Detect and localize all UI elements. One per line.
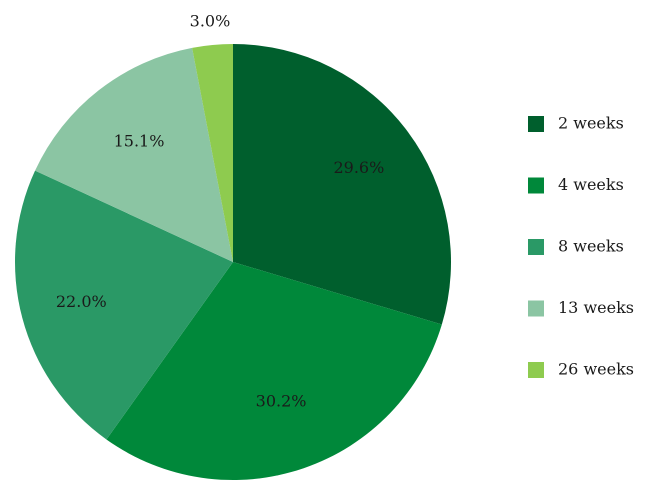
pie-slice-13-weeks: [35, 47, 233, 262]
pie-slices: [14, 44, 451, 480]
pie-slice-4-weeks: [106, 262, 442, 480]
legend: 2 weeks 4 weeks 8 weeks 13 weeks 26 weeks: [528, 114, 634, 379]
legend-swatch-26-weeks: [528, 362, 544, 378]
legend-label-2-weeks: 2 weeks: [558, 114, 624, 133]
legend-label-13-weeks: 13 weeks: [558, 298, 634, 317]
pie-slice-label-13-weeks: 15.1%: [114, 131, 165, 150]
legend-swatch-13-weeks: [528, 300, 544, 317]
pie-slice-8-weeks: [14, 170, 233, 440]
legend-swatch-2-weeks: [528, 116, 544, 132]
legend-label-26-weeks: 26 weeks: [558, 360, 634, 379]
pie-slice-label-8-weeks: 22.0%: [56, 292, 107, 311]
pie-slice-2-weeks: [233, 44, 451, 325]
pie-slice-label-26-weeks: 3.0%: [190, 12, 231, 31]
legend-swatch-8-weeks: [528, 239, 544, 255]
legend-label-4-weeks: 4 weeks: [558, 175, 624, 194]
legend-label-8-weeks: 8 weeks: [558, 237, 624, 256]
pie-slice-label-2-weeks: 29.6%: [333, 158, 384, 177]
pie-slice-26-weeks: [192, 44, 233, 262]
pie-slice-labels: 29.6% 30.2% 22.0% 15.1% 3.0%: [56, 12, 384, 411]
legend-swatch-4-weeks: [528, 177, 544, 194]
pie-slice-label-4-weeks: 30.2%: [256, 392, 307, 411]
